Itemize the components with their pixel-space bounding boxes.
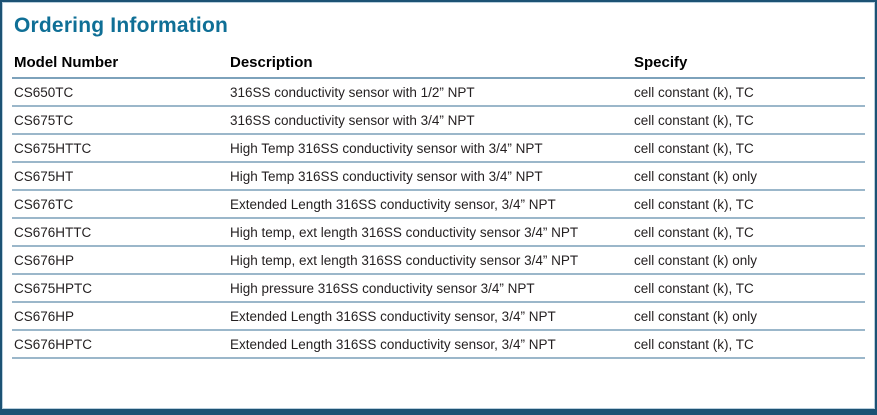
description-cell: High temp, ext length 316SS conductivity…	[228, 218, 632, 247]
table-header: Model Number Description Specify	[12, 40, 865, 79]
model-number-cell: CS676HPTC	[12, 330, 228, 359]
table-row: CS675HPTC High pressure 316SS conductivit…	[12, 274, 865, 303]
specify-cell: cell constant (k) only	[632, 302, 865, 331]
model-number-cell: CS675HTTC	[12, 134, 228, 163]
specify-cell: cell constant (k) only	[632, 246, 865, 275]
table-row: CS676HPTC Extended Length 316SS conductiv…	[12, 330, 865, 359]
table-row: CS675TC 316SS conductivity sensor with 3/…	[12, 106, 865, 135]
description-cell: 316SS conductivity sensor with 1/2” NPT	[228, 78, 632, 107]
description-cell: High temp, ext length 316SS conductivity…	[228, 246, 632, 275]
description-cell: Extended Length 316SS conductivity senso…	[228, 302, 632, 331]
model-number-cell: CS650TC	[12, 78, 228, 107]
description-cell: Extended Length 316SS conductivity senso…	[228, 330, 632, 359]
specify-cell: cell constant (k), TC	[632, 190, 865, 219]
column-header-model-number: Model Number	[12, 40, 228, 79]
specify-cell: cell constant (k), TC	[632, 330, 865, 359]
specify-cell: cell constant (k), TC	[632, 134, 865, 163]
specify-cell: cell constant (k) only	[632, 162, 865, 191]
specify-cell: cell constant (k), TC	[632, 106, 865, 135]
table-body: CS650TC 316SS conductivity sensor with 1/…	[12, 78, 865, 359]
table-row: CS675HTTC High Temp 316SS conductivity se…	[12, 134, 865, 163]
table-row: CS650TC 316SS conductivity sensor with 1/…	[12, 78, 865, 107]
model-number-cell: CS676HTTC	[12, 218, 228, 247]
specify-cell: cell constant (k), TC	[632, 218, 865, 247]
specify-cell: cell constant (k), TC	[632, 274, 865, 303]
model-number-cell: CS675HPTC	[12, 274, 228, 303]
table-row: CS676TC Extended Length 316SS conductivit…	[12, 190, 865, 219]
table-row: CS675HT High Temp 316SS conductivity sens…	[12, 162, 865, 191]
description-cell: High pressure 316SS conductivity sensor …	[228, 274, 632, 303]
model-number-cell: CS676HP	[12, 302, 228, 331]
description-cell: 316SS conductivity sensor with 3/4” NPT	[228, 106, 632, 135]
column-header-description: Description	[228, 40, 632, 79]
page-title: Ordering Information	[14, 14, 228, 37]
model-number-cell: CS676TC	[12, 190, 228, 219]
description-cell: High Temp 316SS conductivity sensor with…	[228, 134, 632, 163]
description-cell: Extended Length 316SS conductivity senso…	[228, 190, 632, 219]
header-row: Model Number Description Specify	[12, 40, 865, 79]
model-number-cell: CS675HT	[12, 162, 228, 191]
table-row: CS676HTTC High temp, ext length 316SS con…	[12, 218, 865, 247]
model-number-cell: CS676HP	[12, 246, 228, 275]
table-row: CS676HP High temp, ext length 316SS condu…	[12, 246, 865, 275]
table-row: CS676HP Extended Length 316SS conductivit…	[12, 302, 865, 331]
ordering-table: Model Number Description Specify CS650TC…	[12, 40, 865, 359]
column-header-specify: Specify	[632, 40, 865, 79]
model-number-cell: CS675TC	[12, 106, 228, 135]
description-cell: High Temp 316SS conductivity sensor with…	[228, 162, 632, 191]
specify-cell: cell constant (k), TC	[632, 78, 865, 107]
